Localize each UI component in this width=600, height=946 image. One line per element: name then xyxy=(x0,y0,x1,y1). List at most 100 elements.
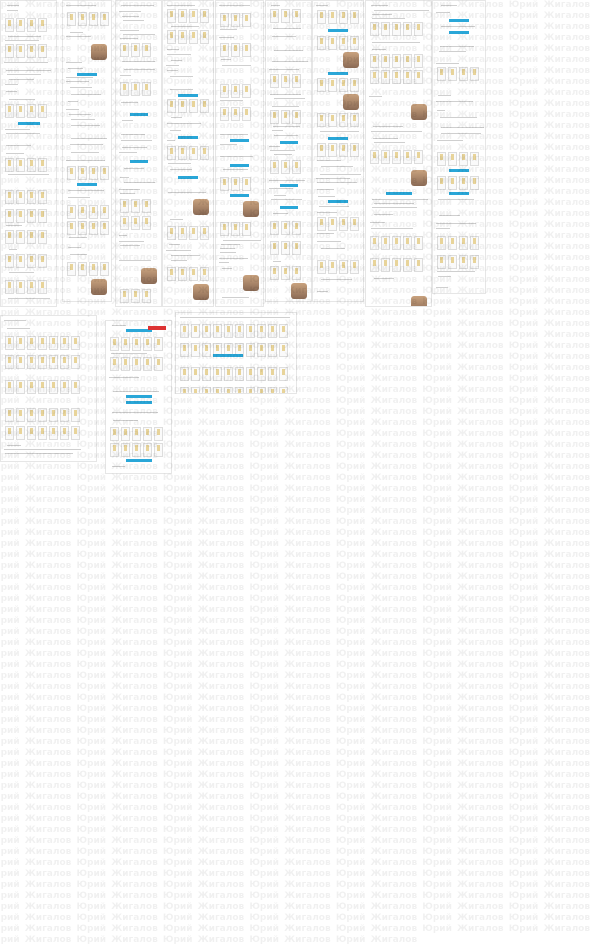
product-card xyxy=(110,337,119,351)
product-card xyxy=(16,355,25,369)
product-card xyxy=(178,146,187,160)
product-card xyxy=(71,380,80,394)
text-line xyxy=(269,180,305,181)
text-line xyxy=(269,69,299,70)
text-line xyxy=(109,377,139,378)
page-mockup[interactable] xyxy=(312,0,364,302)
product-card xyxy=(49,355,58,369)
text-line xyxy=(122,61,155,62)
cta-button[interactable] xyxy=(77,73,97,76)
product-card xyxy=(257,343,266,357)
doctor-photo xyxy=(411,104,427,120)
product-card xyxy=(328,113,337,127)
cta-button[interactable] xyxy=(129,113,148,116)
cta-button[interactable] xyxy=(125,329,152,332)
page-mockup[interactable] xyxy=(175,312,297,394)
page-mockup[interactable] xyxy=(0,0,57,307)
text-line xyxy=(120,75,131,76)
text-line xyxy=(66,5,96,6)
page-mockup[interactable] xyxy=(215,0,264,307)
page-mockup[interactable] xyxy=(432,0,486,294)
product-card xyxy=(49,380,58,394)
product-card xyxy=(242,107,251,121)
text-line xyxy=(124,69,155,70)
cta-button[interactable] xyxy=(125,401,152,404)
cta-button[interactable] xyxy=(230,164,249,167)
cta-button[interactable] xyxy=(279,141,298,144)
page-mockup[interactable] xyxy=(62,0,112,302)
page-mockup[interactable] xyxy=(105,320,172,474)
product-card xyxy=(281,160,290,174)
product-card xyxy=(437,255,446,269)
text-line xyxy=(219,5,250,6)
product-card xyxy=(189,30,198,44)
cta-button[interactable] xyxy=(125,395,152,398)
product-card xyxy=(5,380,14,394)
text-line xyxy=(124,168,144,169)
product-card xyxy=(470,67,479,81)
cta-button[interactable] xyxy=(328,137,348,140)
cta-button[interactable] xyxy=(385,192,412,195)
cta-button[interactable] xyxy=(448,192,470,195)
product-card xyxy=(370,22,379,36)
product-card xyxy=(5,254,14,268)
product-card xyxy=(281,74,290,88)
cta-button[interactable] xyxy=(178,136,198,139)
product-card xyxy=(392,236,401,250)
product-card xyxy=(16,408,25,422)
cta-button[interactable] xyxy=(328,29,348,32)
cta-button[interactable] xyxy=(178,94,198,97)
page-mockup[interactable] xyxy=(265,0,312,302)
text-line xyxy=(122,120,133,121)
product-card xyxy=(339,36,348,50)
cta-button[interactable] xyxy=(230,139,249,142)
cta-button[interactable] xyxy=(129,160,148,163)
text-line xyxy=(372,199,428,200)
doctor-photo xyxy=(243,201,259,217)
product-card xyxy=(339,143,348,157)
text-line xyxy=(119,235,127,236)
text-line xyxy=(7,5,19,6)
cta-button[interactable] xyxy=(178,176,198,179)
cta-button[interactable] xyxy=(279,184,298,187)
product-card xyxy=(213,324,222,338)
text-line xyxy=(169,244,180,245)
cta-button[interactable] xyxy=(279,206,298,209)
page-mockup[interactable] xyxy=(162,0,214,307)
cta-button[interactable] xyxy=(328,72,348,75)
page-mockup[interactable] xyxy=(0,315,97,462)
product-card xyxy=(257,387,266,393)
cta-button[interactable] xyxy=(77,183,97,186)
product-card xyxy=(392,54,401,68)
product-card xyxy=(178,30,187,44)
text-line xyxy=(168,192,206,193)
product-card xyxy=(27,254,36,268)
cta-button[interactable] xyxy=(448,19,470,22)
product-card xyxy=(78,262,87,276)
cta-button[interactable] xyxy=(448,169,470,172)
product-card xyxy=(246,387,255,393)
text-line xyxy=(5,453,73,454)
cta-button[interactable] xyxy=(17,122,40,125)
cta-button[interactable] xyxy=(125,459,152,462)
product-card xyxy=(202,324,211,338)
product-card xyxy=(292,221,301,235)
text-line xyxy=(167,70,178,71)
cta-button[interactable] xyxy=(230,194,249,197)
product-card xyxy=(235,324,244,338)
product-card xyxy=(27,426,36,440)
product-card xyxy=(178,226,187,240)
product-card xyxy=(38,355,47,369)
page-mockup[interactable] xyxy=(365,0,432,307)
text-line xyxy=(66,160,105,161)
page-mockup[interactable] xyxy=(115,0,162,307)
cta-button[interactable] xyxy=(328,200,348,203)
submit-button[interactable] xyxy=(213,354,243,357)
product-card xyxy=(16,230,25,244)
cta-button[interactable] xyxy=(448,31,470,34)
product-card xyxy=(350,260,359,274)
product-card xyxy=(328,10,337,24)
product-card xyxy=(154,337,163,351)
product-card xyxy=(60,380,69,394)
product-card xyxy=(178,99,187,113)
